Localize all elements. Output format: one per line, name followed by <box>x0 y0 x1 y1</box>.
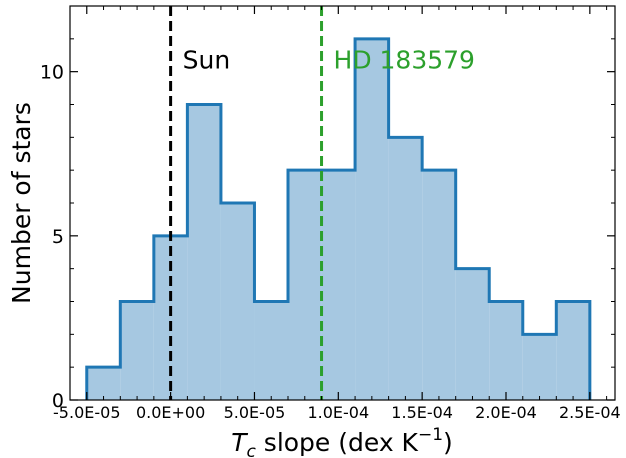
y-tick-label: 5 <box>52 226 64 248</box>
axis-ticks <box>69 5 615 401</box>
histogram-bar <box>288 170 322 400</box>
x-axis-label-subscript: c <box>246 442 256 458</box>
x-tick-label: 0.0E+00 <box>136 403 205 422</box>
y-axis-label: Number of stars <box>7 102 36 304</box>
histogram-bar <box>86 367 121 400</box>
reference-label: Sun <box>183 45 231 74</box>
histogram-bar <box>254 301 288 400</box>
histogram-bar <box>220 203 255 400</box>
histogram-bar <box>422 170 456 400</box>
reference-label: HD 183579 <box>334 45 475 74</box>
histogram-bar <box>489 301 523 400</box>
x-axis-label: Tc slope (dex K−1) <box>231 425 453 458</box>
histogram-bar <box>388 137 423 401</box>
y-tick-label: 10 <box>40 62 64 84</box>
x-tick-label: 1.0E-04 <box>307 403 369 422</box>
reference-lines <box>169 6 324 400</box>
histogram-bars <box>85 37 592 401</box>
x-axis-label-rest: slope (dex K <box>256 428 419 457</box>
histogram-bar <box>355 38 389 400</box>
reference-labels: Sun HD 183579 <box>183 45 475 74</box>
histogram-bar <box>455 268 490 400</box>
x-tick-label: 5.0E-05 <box>224 403 286 422</box>
y-tick-label: 0 <box>52 390 64 412</box>
histogram-outline <box>85 37 592 400</box>
x-axis-label-main: T <box>231 428 248 457</box>
tick-labels: -5.0E-05 0.0E+00 5.0E-05 1.0E-04 1.5E-04 2.0E… <box>40 62 621 422</box>
histogram-bar <box>556 301 590 400</box>
histogram-bar <box>522 334 557 400</box>
histogram-bar <box>187 104 221 400</box>
x-tick-label: 1.5E-04 <box>391 403 453 422</box>
x-tick-label: 2.5E-04 <box>559 403 621 422</box>
x-tick-label: 2.0E-04 <box>475 403 537 422</box>
x-axis-label-superscript: −1 <box>418 425 443 445</box>
histogram-bar <box>120 301 154 400</box>
x-axis-label-close: ) <box>443 428 453 457</box>
x-tick-label: -5.0E-05 <box>53 403 120 422</box>
histogram-bar <box>321 170 356 400</box>
